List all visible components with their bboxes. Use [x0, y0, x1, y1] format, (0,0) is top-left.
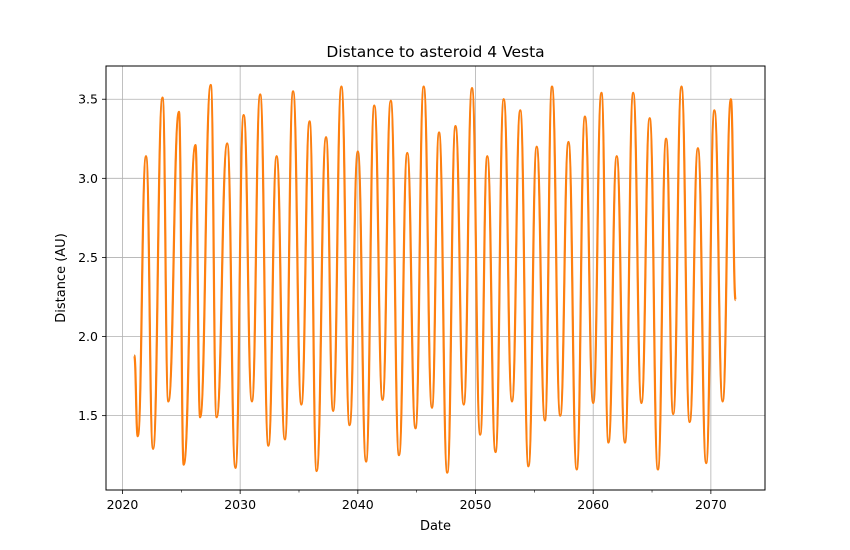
distance-line-overlay: [133, 83, 737, 474]
y-tick-label: 3.5: [78, 92, 98, 107]
axis-ticks: 2020 2030 2040 2050 2060 2070 1.5 2.0 2.5 3.0 3.5: [78, 92, 727, 512]
x-tick-label: 2060: [577, 497, 609, 512]
plot-frame: [105, 65, 766, 491]
y-tick-label: 3.0: [78, 171, 98, 186]
y-tick-label: 1.5: [78, 408, 98, 423]
y-axis-label: Distance (AU): [54, 233, 69, 323]
y-tick-label: 2.0: [78, 329, 98, 344]
x-tick-label: 2040: [342, 497, 374, 512]
x-tick-label: 2020: [107, 497, 139, 512]
x-tick-label: 2050: [460, 497, 492, 512]
x-axis-label: Date: [420, 519, 451, 534]
x-tick-label: 2030: [224, 497, 256, 512]
chart-title: Distance to asteroid 4 Vesta: [326, 43, 544, 61]
x-tick-label: 2070: [695, 497, 727, 512]
series-lines: [133, 83, 737, 474]
y-tick-label: 2.5: [78, 250, 98, 265]
